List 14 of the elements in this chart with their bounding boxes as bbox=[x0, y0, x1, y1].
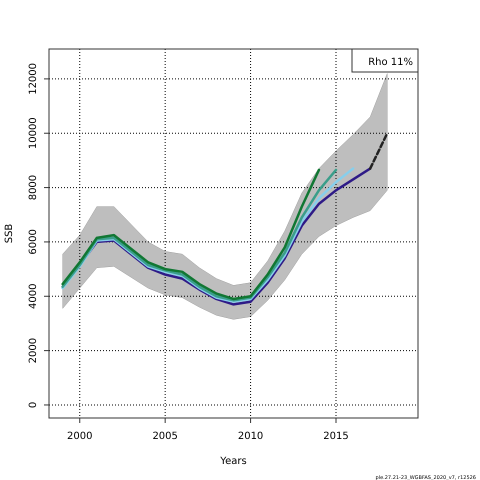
y-tick-label: 4000 bbox=[28, 284, 39, 309]
y-tick-label: 6000 bbox=[28, 229, 39, 255]
y-tick-label: 8000 bbox=[28, 174, 39, 200]
x-axis-title: Years bbox=[219, 456, 247, 467]
y-tick-label: 0 bbox=[28, 402, 39, 408]
y-tick-label: 12000 bbox=[28, 62, 39, 95]
x-tick-label: 2005 bbox=[152, 431, 178, 442]
y-tick-label: 10000 bbox=[28, 117, 39, 150]
x-tick-label: 2010 bbox=[238, 431, 264, 442]
y-tick-label: 2000 bbox=[28, 338, 39, 364]
y-axis-title: SSB bbox=[4, 224, 15, 244]
annotation: Rho 11% bbox=[368, 57, 413, 68]
x-tick-label: 2015 bbox=[323, 431, 349, 442]
x-tick-label: 2000 bbox=[67, 431, 92, 442]
